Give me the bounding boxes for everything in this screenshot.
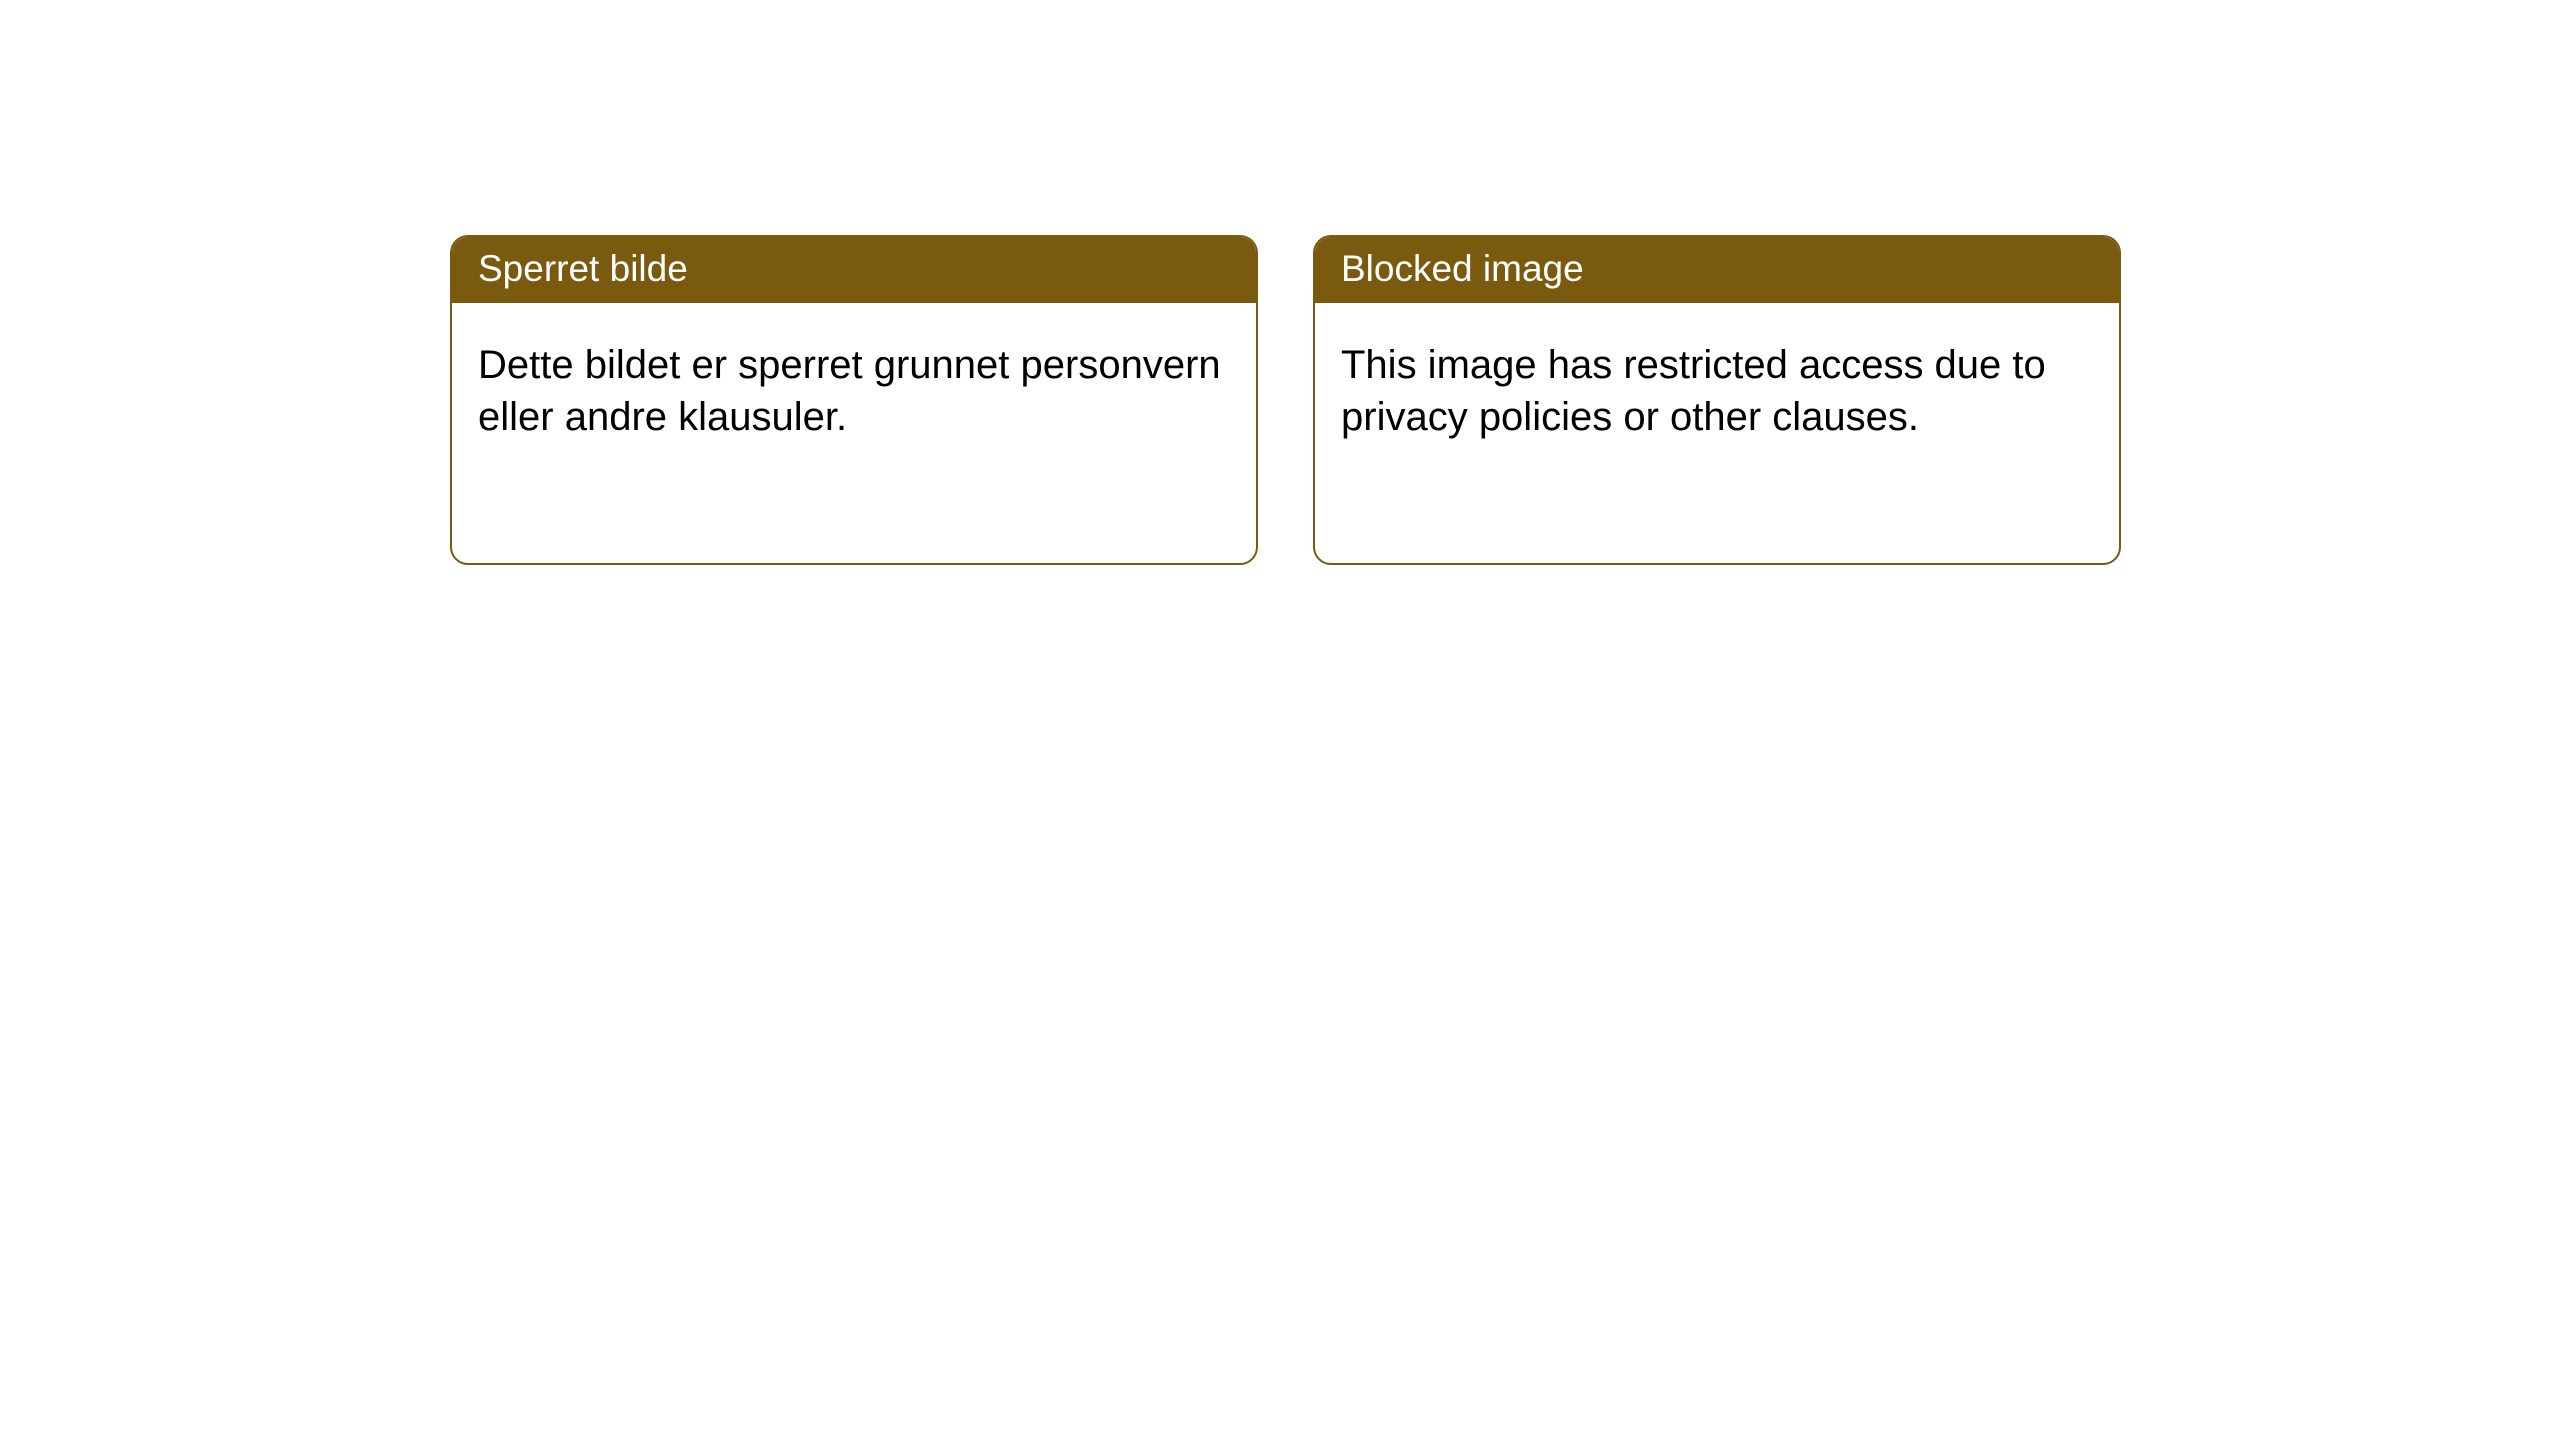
notice-title-english: Blocked image (1315, 237, 2119, 303)
notice-message-english: This image has restricted access due to … (1315, 303, 2119, 563)
notice-box-norwegian: Sperret bilde Dette bildet er sperret gr… (450, 235, 1258, 565)
notice-title-norwegian: Sperret bilde (452, 237, 1256, 303)
notice-box-english: Blocked image This image has restricted … (1313, 235, 2121, 565)
notice-container: Sperret bilde Dette bildet er sperret gr… (0, 0, 2560, 565)
notice-message-norwegian: Dette bildet er sperret grunnet personve… (452, 303, 1256, 563)
